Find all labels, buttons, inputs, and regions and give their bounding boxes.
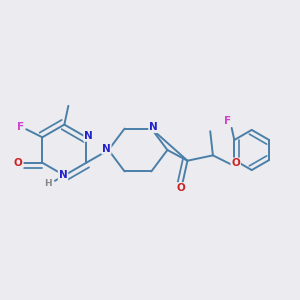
Text: N: N <box>58 170 68 180</box>
Text: H: H <box>44 179 52 188</box>
Text: F: F <box>17 122 24 132</box>
Text: N: N <box>84 131 93 141</box>
Text: O: O <box>176 183 185 193</box>
Text: N: N <box>149 122 158 132</box>
Text: N: N <box>102 144 111 154</box>
Text: O: O <box>231 158 240 168</box>
Text: O: O <box>14 158 22 168</box>
Text: F: F <box>224 116 231 126</box>
